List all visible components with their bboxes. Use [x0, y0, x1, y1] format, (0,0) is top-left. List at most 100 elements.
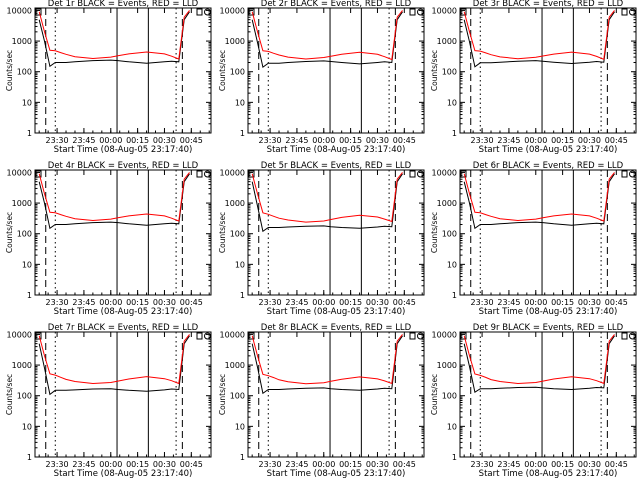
- x-tick-label: 23:45: [497, 136, 520, 145]
- x-tick-label: 23:30: [46, 136, 69, 145]
- y-tick-label: 1000: [437, 361, 457, 370]
- y-tick-label: 1: [452, 453, 457, 462]
- y-axis-label: Counts/sec: [430, 374, 439, 415]
- right-boundary-box-glyph: [196, 170, 203, 178]
- x-tick-label: 23:30: [259, 298, 282, 307]
- y-tick-label: 100: [230, 230, 245, 239]
- panel-title: Det 2r BLACK = Events, RED = LLD: [261, 0, 412, 9]
- x-axis-label: Start Time (08-Aug-05 23:17:40): [267, 469, 406, 479]
- y-tick-label: 1000: [225, 37, 245, 46]
- right-boundary-box-glyph: [621, 8, 628, 16]
- lld-series-line: [251, 172, 403, 223]
- x-axis-label: Start Time (08-Aug-05 23:17:40): [54, 145, 193, 155]
- panel-det-7: Det 7r BLACK = Events, RED = LLD 1 10 100 10…: [5, 323, 212, 479]
- x-tick-label: 00:30: [366, 298, 389, 307]
- x-tick-label: 00:15: [551, 298, 574, 307]
- panel-title: Det 9r BLACK = Events, RED = LLD: [473, 323, 624, 333]
- right-boundary-box-glyph: [196, 332, 203, 340]
- y-tick-label: 10000: [432, 330, 457, 339]
- x-axis-label: Start Time (08-Aug-05 23:17:40): [54, 307, 193, 317]
- x-tick-label: 00:45: [393, 136, 416, 145]
- lld-series-line: [251, 334, 403, 385]
- y-tick-label: 10: [235, 260, 245, 269]
- x-tick-label: 00:45: [605, 460, 628, 469]
- panel-det-5: Det 5r BLACK = Events, RED = LLD 1 10 100 10…: [218, 161, 425, 317]
- plot-frame: [34, 169, 212, 296]
- x-tick-label: 00:00: [312, 298, 335, 307]
- y-tick-label: 1000: [437, 37, 457, 46]
- lld-series-line: [463, 172, 615, 222]
- x-axis-label: Start Time (08-Aug-05 23:17:40): [54, 469, 193, 479]
- left-boundary-glyph: [35, 8, 42, 16]
- y-axis-label: Counts/sec: [5, 374, 14, 415]
- left-boundary-glyph: [248, 8, 255, 16]
- y-tick-label: 1: [452, 291, 457, 300]
- x-tick-label: 00:45: [180, 136, 203, 145]
- y-tick-label: 1000: [12, 37, 32, 46]
- y-tick-label: 100: [17, 392, 32, 401]
- y-tick-label: 10: [447, 260, 457, 269]
- x-tick-label: 23:45: [285, 460, 308, 469]
- y-tick-label: 1: [240, 129, 245, 138]
- y-tick-label: 10: [235, 422, 245, 431]
- panel-det-2: Det 2r BLACK = Events, RED = LLD 1 10 100 10…: [218, 0, 425, 155]
- x-tick-label: 23:45: [285, 298, 308, 307]
- right-boundary-glyph: [204, 170, 211, 178]
- y-axis-label: Counts/sec: [430, 50, 439, 91]
- x-tick-label: 00:30: [366, 136, 389, 145]
- plot-frame: [247, 331, 425, 458]
- events-series-line: [38, 335, 190, 396]
- y-axis-label: Counts/sec: [5, 212, 14, 253]
- x-tick-label: 00:15: [551, 460, 574, 469]
- y-tick-label: 10000: [220, 168, 245, 177]
- panel-det-9: Det 9r BLACK = Events, RED = LLD 1 10 100 10…: [430, 323, 637, 479]
- y-tick-label: 10: [22, 98, 32, 107]
- y-tick-label: 100: [230, 68, 245, 77]
- events-series-line: [251, 335, 403, 395]
- x-tick-label: 23:30: [471, 460, 494, 469]
- plot-frame: [459, 7, 637, 134]
- panel-det-4: Det 4r BLACK = Events, RED = LLD 1 10 100 10…: [5, 161, 212, 317]
- y-axis-label: Counts/sec: [218, 212, 227, 253]
- y-tick-label: 1: [452, 129, 457, 138]
- x-tick-label: 00:30: [153, 298, 176, 307]
- x-tick-label: 00:15: [339, 460, 362, 469]
- events-series-line: [251, 173, 403, 233]
- y-tick-label: 100: [230, 392, 245, 401]
- events-series-line: [38, 11, 190, 68]
- x-axis-label: Start Time (08-Aug-05 23:17:40): [267, 145, 406, 155]
- right-boundary-glyph: [417, 170, 424, 178]
- right-boundary-box-glyph: [621, 332, 628, 340]
- left-boundary-glyph: [460, 332, 467, 340]
- y-tick-label: 1000: [12, 199, 32, 208]
- x-tick-label: 23:45: [72, 298, 95, 307]
- right-boundary-box-glyph: [409, 170, 416, 178]
- y-tick-label: 10000: [432, 168, 457, 177]
- events-series-line: [38, 173, 190, 230]
- events-series-line: [463, 335, 615, 394]
- right-boundary-glyph: [629, 8, 636, 16]
- left-boundary-glyph: [460, 8, 467, 16]
- x-tick-label: 00:30: [578, 136, 601, 145]
- x-tick-label: 00:15: [126, 136, 149, 145]
- x-tick-label: 23:45: [497, 298, 520, 307]
- x-tick-label: 00:30: [153, 460, 176, 469]
- y-tick-label: 100: [17, 230, 32, 239]
- right-boundary-box-glyph: [409, 332, 416, 340]
- events-series-line: [463, 173, 615, 230]
- x-tick-label: 00:45: [605, 136, 628, 145]
- x-tick-label: 00:30: [578, 460, 601, 469]
- y-tick-label: 1: [27, 453, 32, 462]
- panel-det-6: Det 6r BLACK = Events, RED = LLD 1 10 100 10…: [430, 161, 637, 317]
- x-tick-label: 00:30: [366, 460, 389, 469]
- right-boundary-glyph: [417, 8, 424, 16]
- y-tick-label: 10: [447, 422, 457, 431]
- plot-frame: [459, 331, 637, 458]
- x-tick-label: 23:30: [259, 136, 282, 145]
- x-tick-label: 00:15: [551, 136, 574, 145]
- panel-det-1: Det 1r BLACK = Events, RED = LLD 1 10 100 10…: [5, 0, 212, 155]
- x-axis-label: Start Time (08-Aug-05 23:17:40): [479, 307, 618, 317]
- plot-frame: [34, 331, 212, 458]
- y-tick-label: 100: [442, 392, 457, 401]
